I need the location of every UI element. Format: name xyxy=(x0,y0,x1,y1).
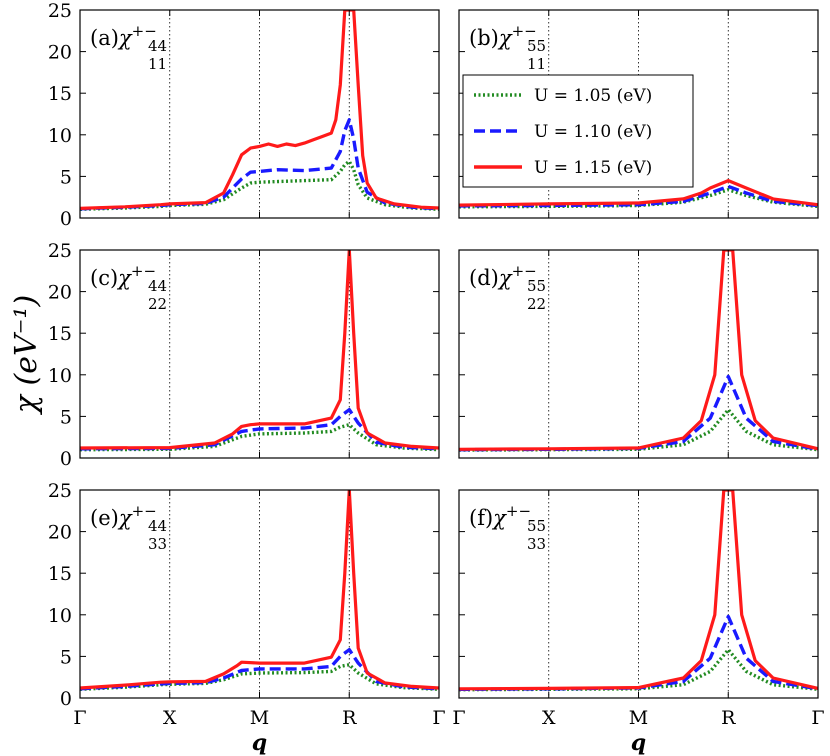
series-line-2 xyxy=(459,184,818,208)
y-axis-label: χ (eV⁻¹) xyxy=(9,295,44,415)
series-line-2 xyxy=(80,408,439,451)
legend-entry-3: U = 1.15 (eV) xyxy=(534,158,652,178)
y-tick-label: 5 xyxy=(60,406,72,428)
series-line-1 xyxy=(80,663,439,691)
x-tick-label: Γ xyxy=(73,707,86,729)
y-tick-label: 25 xyxy=(48,240,72,262)
y-tick-label: 20 xyxy=(48,42,72,64)
panel-label: (a)χ+− 44 11 xyxy=(90,22,167,73)
x-tick-label: Γ xyxy=(432,707,445,729)
series-line-3 xyxy=(459,179,818,207)
legend: U = 1.05 (eV) U = 1.10 (eV) U = 1.15 (eV) xyxy=(462,74,694,188)
y-tick-label: 0 xyxy=(60,688,72,710)
legend-entry-1: U = 1.05 (eV) xyxy=(534,86,652,106)
y-tick-label: 5 xyxy=(60,166,72,188)
panel-label: (e)χ+− 44 33 xyxy=(90,502,167,553)
legend-entry-2: U = 1.10 (eV) xyxy=(534,122,652,142)
y-tick-label: 20 xyxy=(48,282,72,304)
y-tick-label: 10 xyxy=(48,605,72,627)
x-axis-label: q xyxy=(631,730,646,756)
y-tick-label: 15 xyxy=(48,83,72,105)
y-tick-label: 0 xyxy=(60,208,72,230)
series-line-1 xyxy=(80,423,439,452)
y-tick-label: 0 xyxy=(60,448,72,470)
x-tick-label: Γ xyxy=(452,707,465,729)
y-tick-label: 10 xyxy=(48,365,72,387)
y-tick-label: 20 xyxy=(48,522,72,544)
x-axis-label: q xyxy=(252,730,267,756)
panel-e: 0 5 10 15 20 25 Γ X M R Γ (e)χ+− 44 33 xyxy=(48,480,446,729)
y-tick-label: 5 xyxy=(60,646,72,668)
panel-label: (f)χ+− 55 33 xyxy=(469,502,546,553)
series-line-3 xyxy=(80,490,439,690)
panel-label: (c)χ+− 44 22 xyxy=(90,262,167,313)
y-tick-label: 25 xyxy=(48,0,72,22)
x-tick-label: X xyxy=(163,707,177,729)
series-line-1 xyxy=(80,159,439,211)
panel-f: Γ X M R Γ (f)χ+− 55 33 xyxy=(452,489,825,729)
panel-c: 0 5 10 15 20 25 (c)χ+− 44 22 xyxy=(48,240,440,470)
y-tick-label: 10 xyxy=(48,125,72,147)
y-tick-label: 25 xyxy=(48,480,72,502)
y-tick-label: 15 xyxy=(48,323,72,345)
series-line-3 xyxy=(80,250,439,450)
x-tick-label: M xyxy=(629,707,648,729)
x-tick-label: M xyxy=(250,707,269,729)
x-tick-label: R xyxy=(342,707,357,729)
series-line-3 xyxy=(80,10,439,210)
x-tick-label: Γ xyxy=(811,707,824,729)
panel-d: (d)χ+− 55 22 xyxy=(458,249,819,459)
x-tick-label: R xyxy=(721,707,736,729)
series-line-3 xyxy=(459,250,818,451)
panel-label: (d)χ+− 55 22 xyxy=(469,262,546,313)
series-line-3 xyxy=(459,490,818,691)
series-line-1 xyxy=(459,188,818,209)
panel-a: 0 5 10 15 20 25 (a)χ+− 44 11 xyxy=(48,0,440,230)
panel-label: (b)χ+− 55 11 xyxy=(469,22,546,73)
x-tick-label: X xyxy=(542,707,556,729)
y-tick-label: 15 xyxy=(48,563,72,585)
